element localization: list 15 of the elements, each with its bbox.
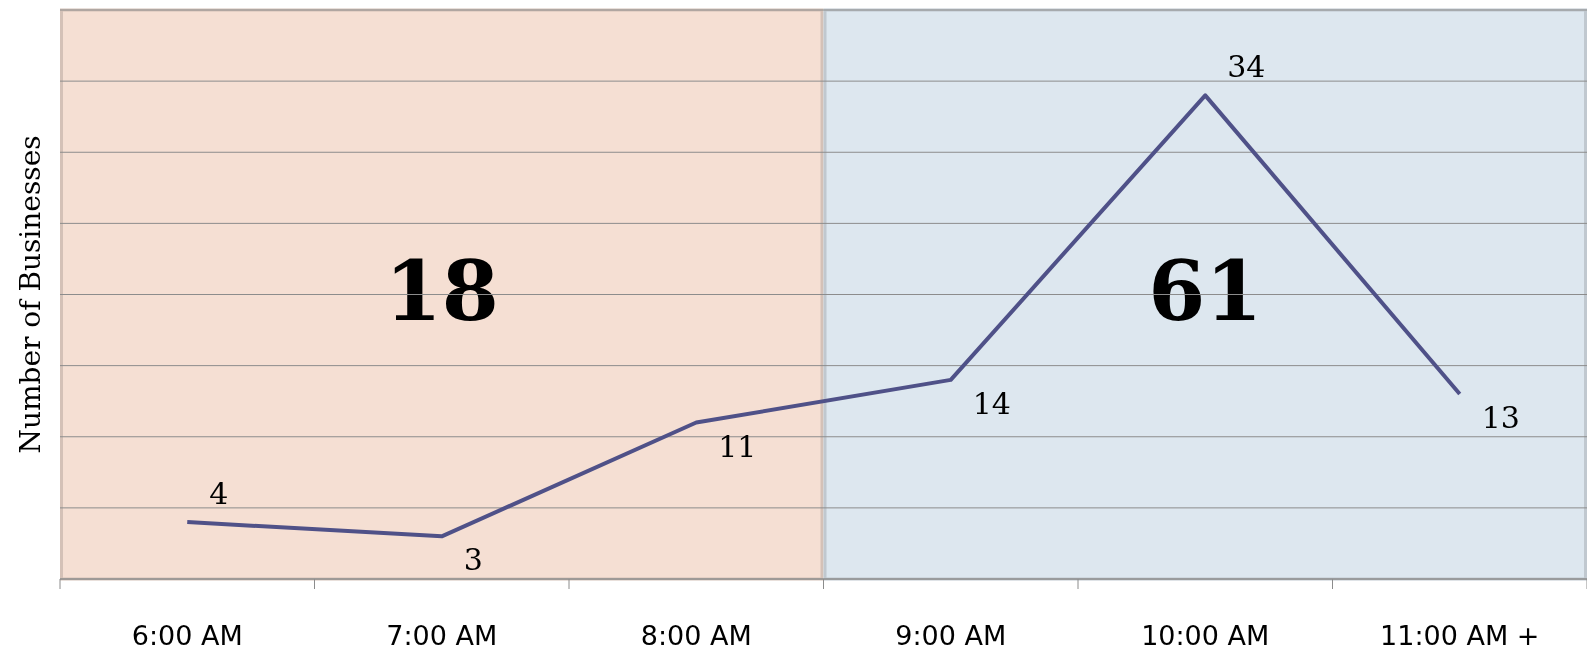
- x-tick-label: 10:00 AM: [1141, 620, 1270, 651]
- y-axis-title: Number of Businesses: [14, 135, 47, 454]
- x-tick-label: 11:00 AM +: [1380, 620, 1540, 651]
- x-tick-label: 6:00 AM: [131, 620, 243, 651]
- data-label: 4: [209, 476, 229, 512]
- data-label: 34: [1227, 49, 1266, 85]
- data-label: 11: [718, 428, 757, 464]
- x-tick-label: 9:00 AM: [895, 620, 1007, 651]
- x-tick-label: 7:00 AM: [386, 620, 498, 651]
- band-label: 61: [1148, 242, 1263, 339]
- data-label: 3: [463, 542, 483, 578]
- data-label: 14: [972, 385, 1011, 421]
- x-tick-label: 8:00 AM: [640, 620, 752, 651]
- data-label: 13: [1481, 400, 1520, 436]
- band-label: 18: [384, 242, 499, 339]
